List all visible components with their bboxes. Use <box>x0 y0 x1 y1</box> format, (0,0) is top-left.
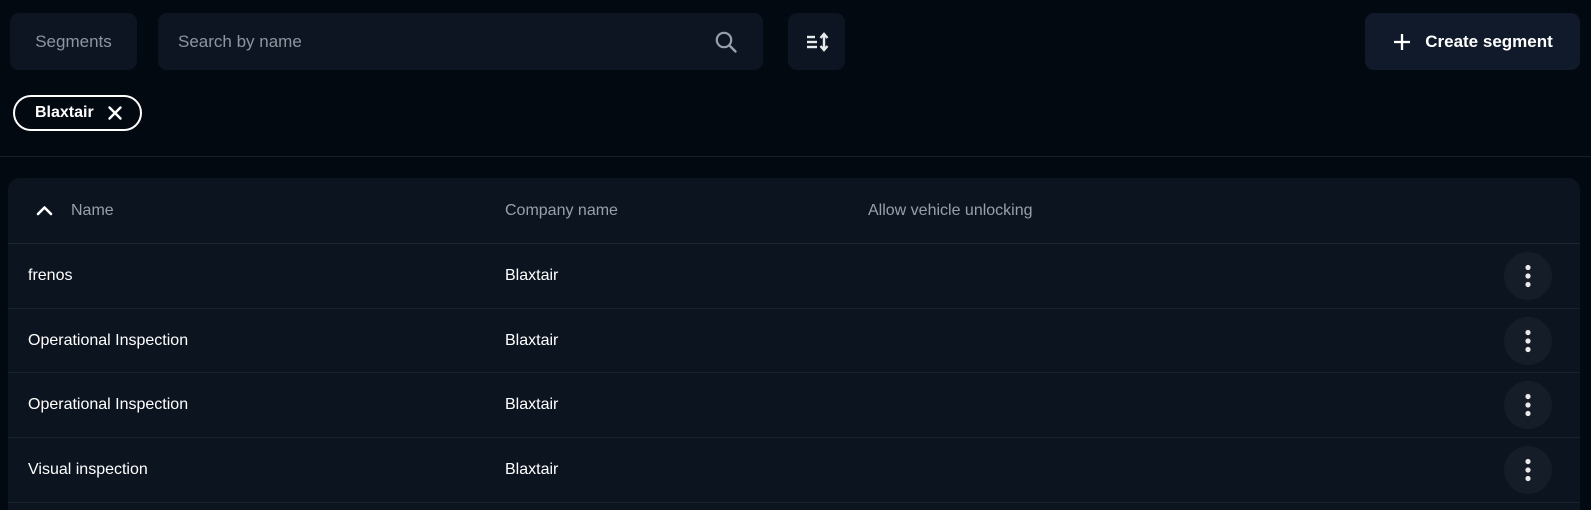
segments-button-label: Segments <box>35 31 112 51</box>
kebab-menu-icon <box>1525 264 1531 288</box>
kebab-menu-icon <box>1525 458 1531 482</box>
column-header-unlock: Allow vehicle unlocking <box>868 201 1033 219</box>
column-header-company: Company name <box>505 201 618 219</box>
segments-table: Name Company name Allow vehicle unlockin… <box>8 178 1580 510</box>
row-name: Operational Inspection <box>28 331 189 349</box>
row-name: Visual inspection <box>28 460 148 478</box>
segments-button[interactable]: Segments <box>10 13 137 70</box>
row-menu-button[interactable] <box>1504 251 1552 300</box>
row-company: Blaxtair <box>505 460 559 478</box>
kebab-menu-icon <box>1525 329 1531 353</box>
kebab-menu-icon <box>1525 393 1531 417</box>
column-header-name-label: Name <box>71 201 114 219</box>
table-row: Operational Inspection Blaxtair <box>8 309 1580 374</box>
table-row: Visual inspection Blaxtair <box>8 438 1580 503</box>
table-row: frenos Blaxtair <box>8 244 1580 309</box>
column-header-name[interactable]: Name <box>8 202 505 220</box>
row-name: Operational Inspection <box>28 396 189 414</box>
sort-button[interactable] <box>788 13 845 70</box>
sort-icon <box>803 29 831 55</box>
row-name: frenos <box>28 266 73 284</box>
sort-ascending-icon <box>36 205 53 216</box>
filter-chip-label: Blaxtair <box>35 104 94 121</box>
create-segment-button[interactable]: Create segment <box>1365 13 1580 70</box>
section-divider <box>0 156 1591 157</box>
filter-chip-blaxtair[interactable]: Blaxtair <box>13 95 142 131</box>
search-icon <box>713 29 739 55</box>
row-menu-button[interactable] <box>1504 381 1552 430</box>
close-icon[interactable] <box>107 105 123 121</box>
search-box <box>158 13 763 70</box>
row-company: Blaxtair <box>505 266 559 284</box>
row-company: Blaxtair <box>505 396 559 414</box>
table-row: Operational Inspection Blaxtair <box>8 373 1580 439</box>
create-segment-label: Create segment <box>1425 31 1553 51</box>
row-menu-button[interactable] <box>1504 316 1552 365</box>
search-input[interactable] <box>158 13 763 70</box>
row-menu-button[interactable] <box>1504 445 1552 494</box>
plus-icon <box>1392 32 1412 52</box>
table-header-row: Name Company name Allow vehicle unlockin… <box>8 178 1580 244</box>
row-company: Blaxtair <box>505 331 559 349</box>
